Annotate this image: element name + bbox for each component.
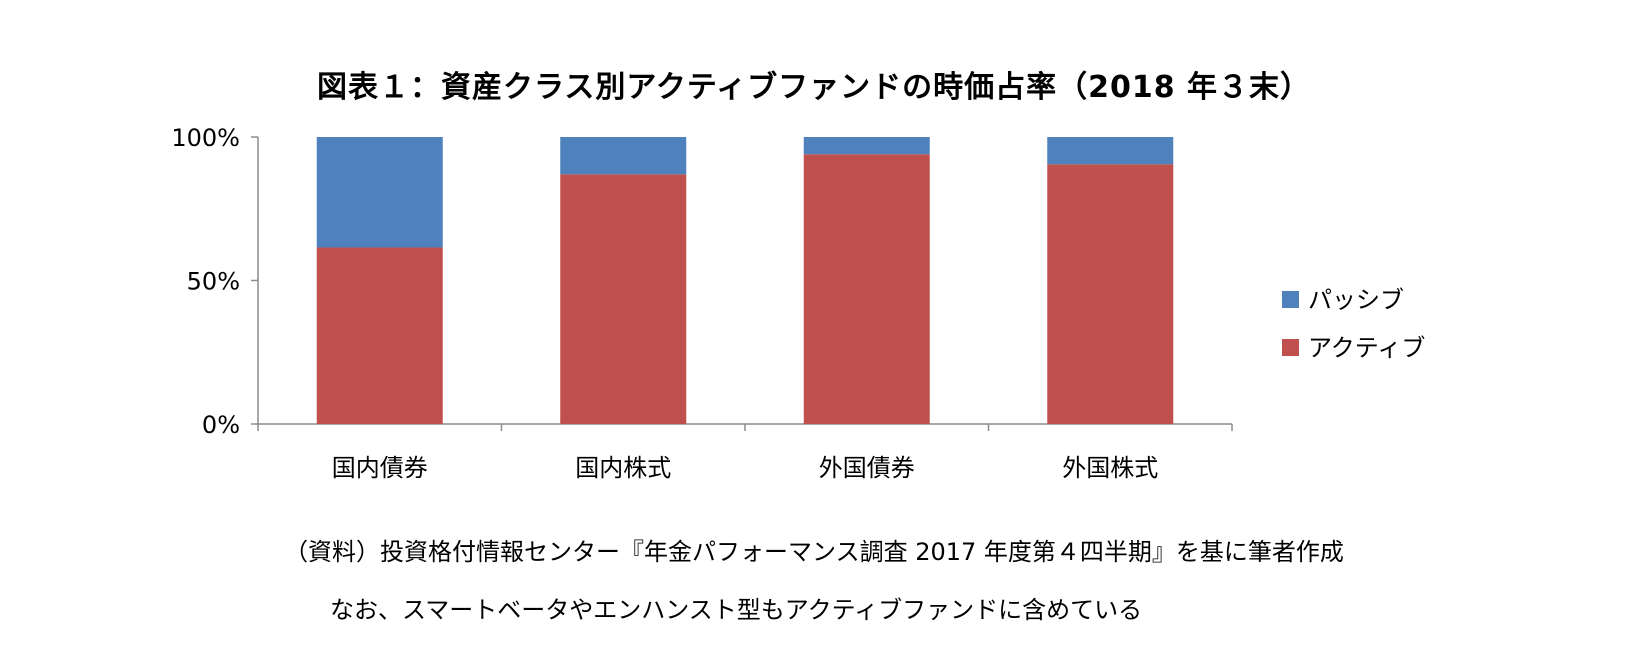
bars bbox=[316, 137, 1174, 424]
legend-label: アクティブ bbox=[1308, 334, 1425, 362]
bar-active bbox=[803, 154, 930, 424]
bar-active bbox=[316, 247, 443, 424]
bar-passive bbox=[803, 137, 930, 155]
bar-passive bbox=[316, 137, 443, 248]
x-tick-label: 国内債券 bbox=[332, 454, 428, 482]
bar-active bbox=[560, 174, 687, 424]
y-tick-label: 100% bbox=[171, 124, 240, 152]
legend-swatch bbox=[1282, 339, 1299, 356]
source-note: （資料）投資格付情報センター『年金パフォーマンス調査 2017 年度第４四半期』… bbox=[284, 538, 1344, 566]
x-tick-label: 国内株式 bbox=[575, 454, 671, 482]
bar-active bbox=[1047, 164, 1174, 424]
x-tick-label: 外国株式 bbox=[1062, 454, 1158, 482]
y-tick-label: 0% bbox=[202, 411, 240, 439]
chart-title: 図表１：資産クラス別アクティブファンドの時価占率（2018 年３末） bbox=[316, 70, 1312, 105]
axes: 0% 50% 100% 国内債券 国内株式 外国債券 外国株式 bbox=[171, 124, 1233, 482]
legend-label: パッシブ bbox=[1308, 286, 1404, 314]
x-tick-label: 外国債券 bbox=[819, 454, 915, 482]
bar-passive bbox=[1047, 137, 1174, 165]
y-tick-label: 50% bbox=[187, 268, 240, 296]
bar-passive bbox=[560, 137, 687, 175]
remark-note: なお、スマートベータやエンハンスト型もアクティブファンドに含めている bbox=[330, 596, 1143, 624]
legend-swatch bbox=[1282, 291, 1299, 308]
